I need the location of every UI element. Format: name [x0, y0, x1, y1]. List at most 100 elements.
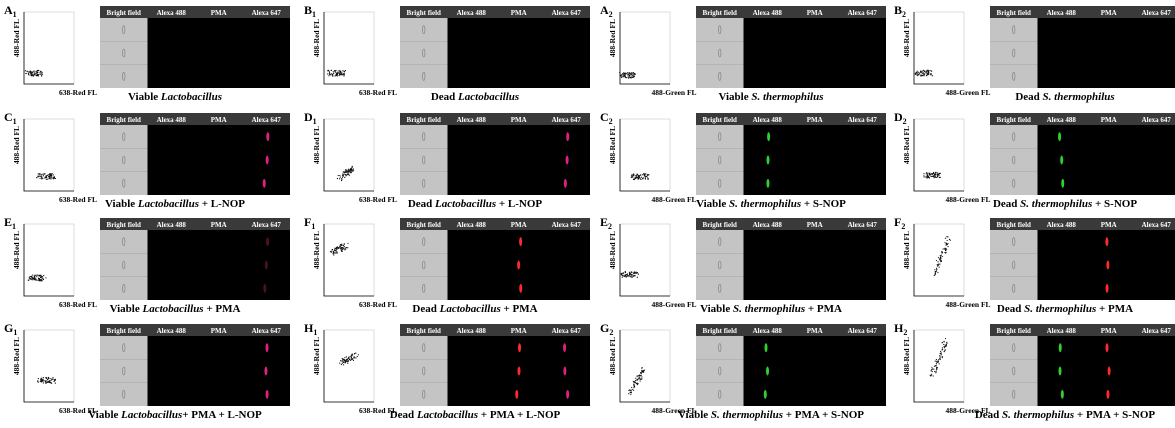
fluorescent-cell	[563, 366, 567, 376]
event-dot	[640, 176, 643, 178]
event-dot	[945, 343, 948, 345]
event-dot	[644, 175, 646, 177]
event-dot	[31, 75, 34, 77]
event-dot	[631, 274, 633, 276]
fluorescent-cell	[1107, 366, 1111, 376]
event-dot	[51, 173, 53, 175]
channel-label: Alexa 488	[753, 9, 783, 17]
event-dot	[634, 272, 636, 274]
event-dot	[631, 275, 633, 277]
event-dot	[40, 174, 42, 176]
event-dot	[45, 277, 47, 279]
event-dot	[339, 246, 341, 248]
bright-field	[100, 336, 148, 406]
header-bar	[100, 324, 290, 336]
event-dot	[635, 381, 637, 384]
event-dot	[29, 278, 31, 280]
event-dot	[36, 72, 38, 74]
event-dot	[347, 360, 349, 362]
event-dot	[345, 359, 347, 361]
cell-outline	[422, 237, 426, 246]
panel-subscript: 2	[609, 328, 613, 337]
cell-outline	[422, 72, 426, 81]
event-dot	[620, 75, 622, 77]
event-dot	[48, 173, 51, 175]
event-dot	[636, 384, 639, 386]
event-dot	[37, 175, 39, 177]
caption: Dead S. thermophilus	[1015, 91, 1114, 103]
plot-axes	[619, 12, 670, 85]
channel-label: PMA	[511, 221, 527, 229]
event-dot	[49, 176, 51, 179]
panel-subscript: 1	[12, 222, 16, 231]
y-axis-label: 488-Red FL	[12, 19, 21, 57]
plot-frame	[619, 118, 671, 192]
event-dot	[337, 70, 339, 72]
plot-frame	[913, 223, 965, 297]
event-dot	[945, 344, 947, 347]
event-dot	[42, 173, 44, 175]
event-dot	[944, 242, 946, 244]
channel-label: PMA	[211, 116, 227, 124]
event-dot	[30, 74, 32, 77]
bright-field	[990, 230, 1038, 300]
panel-label: A2	[600, 3, 613, 19]
channel-label: Bright field	[997, 221, 1032, 229]
header-bar	[100, 218, 290, 230]
event-dot	[925, 176, 927, 178]
event-dot	[619, 74, 621, 76]
event-dot	[639, 375, 642, 377]
plot-frame	[619, 223, 671, 297]
bright-field	[696, 336, 744, 406]
event-dot	[330, 69, 332, 72]
event-dot	[922, 70, 924, 72]
x-axis-label: 638-Red FL	[59, 300, 97, 309]
cell-outline	[718, 155, 722, 165]
event-dot	[50, 176, 52, 178]
event-dot	[345, 170, 347, 172]
event-dot	[45, 377, 48, 380]
event-dot	[341, 250, 343, 252]
x-axis-label: 638-Red FL	[359, 300, 397, 309]
event-dot	[936, 174, 938, 176]
event-dot	[639, 374, 641, 376]
event-dot	[630, 390, 632, 392]
caption-part: S. thermophilus	[711, 409, 783, 421]
fluorescent-cell	[263, 283, 267, 293]
plot-axes	[619, 119, 670, 192]
caption-part: Dead	[412, 303, 439, 315]
event-dot	[36, 69, 38, 72]
event-dot	[630, 77, 632, 79]
event-dot	[916, 72, 918, 74]
event-dot	[638, 375, 641, 377]
event-dot	[925, 173, 927, 175]
event-dot	[329, 72, 331, 74]
header-bar	[100, 6, 290, 18]
channel-label: Alexa 488	[753, 327, 783, 335]
caption-part: Dead	[975, 409, 1002, 421]
event-dot	[639, 372, 642, 374]
event-dot	[619, 72, 621, 74]
event-dot	[53, 378, 55, 381]
event-dot	[941, 347, 943, 349]
event-dot	[52, 174, 54, 176]
x-axis-label: 638-Red FL	[359, 195, 397, 204]
channel-label: Bright field	[703, 327, 738, 335]
panel-letter: B	[894, 3, 902, 17]
cell-outline	[422, 390, 426, 399]
x-axis-label: 488-Green FL	[945, 88, 990, 97]
event-dot	[636, 271, 639, 274]
event-dot	[336, 247, 338, 249]
event-dot	[634, 275, 636, 277]
event-dot	[38, 278, 40, 280]
cell-outline	[122, 260, 126, 270]
event-dot	[945, 244, 948, 246]
event-dot	[622, 73, 625, 75]
event-dot	[352, 359, 355, 361]
header-bar	[990, 324, 1175, 336]
event-dot	[40, 73, 42, 75]
x-axis-label: 488-Green FL	[945, 406, 990, 415]
